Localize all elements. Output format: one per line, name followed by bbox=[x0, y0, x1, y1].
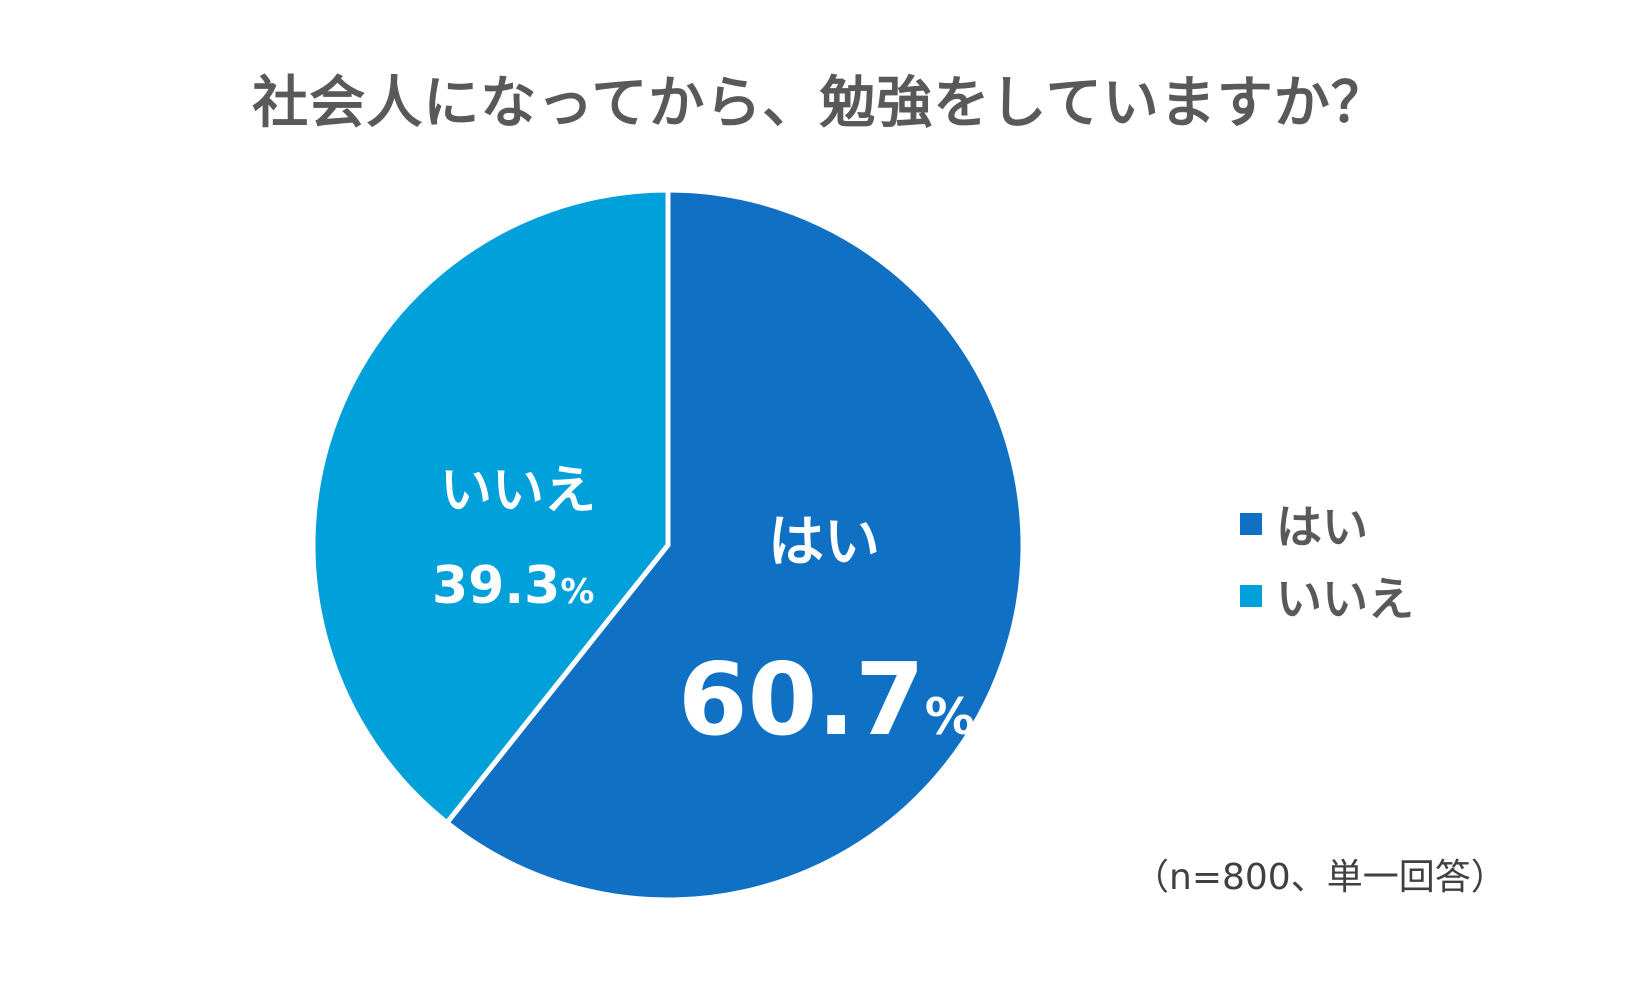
slice-value-iie: 39.3% bbox=[432, 560, 594, 612]
legend-item-hai: はい bbox=[1240, 492, 1414, 556]
slice-label-hai: はい bbox=[768, 510, 880, 575]
pie-slice-hai bbox=[443, 187, 1026, 903]
slice-label-iie: いいえ bbox=[440, 461, 597, 521]
chart-title: 社会人になってから、勉強をしていますか？ bbox=[252, 71, 1388, 136]
slice-value-hai-number: 60.7 bbox=[678, 641, 925, 758]
legend-swatch-iie bbox=[1240, 585, 1262, 607]
slice-value-iie-unit: % bbox=[560, 572, 595, 612]
slice-value-hai-unit: % bbox=[924, 688, 975, 746]
legend-label-hai: はい bbox=[1276, 500, 1368, 554]
legend-label-iie: いいえ bbox=[1276, 572, 1414, 626]
slice-value-hai: 60.7% bbox=[678, 650, 975, 750]
legend: はい いいえ bbox=[1240, 492, 1414, 636]
legend-item-iie: いいえ bbox=[1240, 564, 1414, 628]
pie-slice-iie bbox=[310, 187, 671, 827]
sample-size-footnote: （n=800、単一回答） bbox=[1133, 857, 1507, 898]
legend-swatch-hai bbox=[1240, 513, 1262, 535]
slice-value-iie-number: 39.3 bbox=[432, 556, 561, 616]
